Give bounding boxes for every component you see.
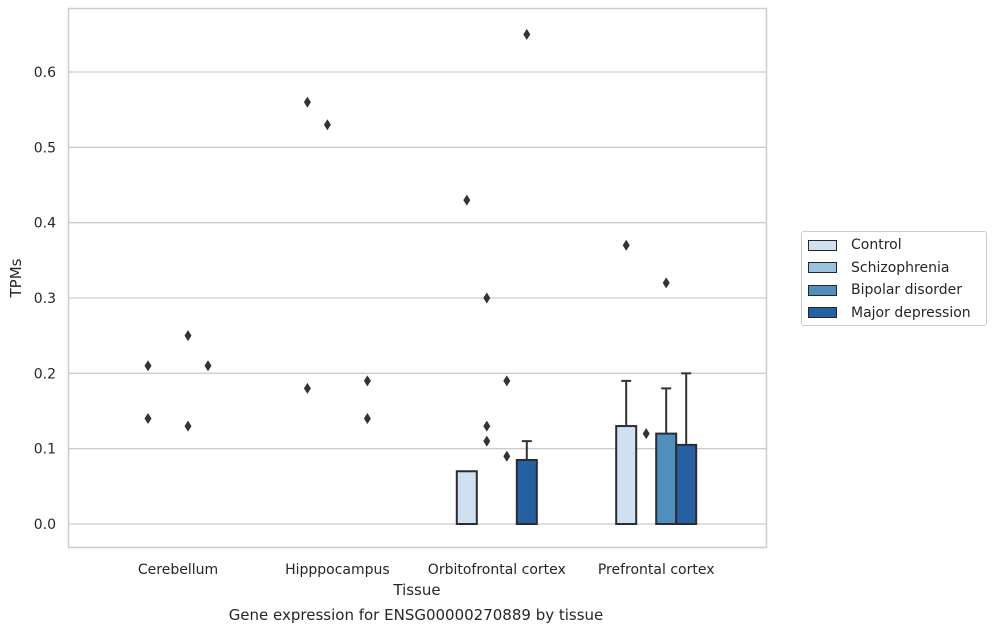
y-tick-label: 0.2	[34, 366, 56, 382]
legend-swatch	[808, 307, 837, 318]
bar	[455, 470, 478, 525]
bar	[515, 458, 538, 526]
x-tick-label: Orbitofrontal cortex	[428, 562, 566, 578]
y-tick-label: 0.5	[34, 140, 56, 156]
outlier-marker	[503, 450, 511, 462]
bar	[615, 425, 638, 526]
outlier-marker	[483, 292, 491, 304]
outlier-marker	[303, 96, 311, 108]
legend-item: Schizophrenia	[808, 258, 949, 278]
y-tick-label: 0.6	[34, 65, 56, 81]
outlier-marker	[184, 420, 192, 432]
outlier-marker	[662, 277, 670, 289]
legend-label: Control	[851, 237, 902, 253]
y-axis-label: TPMs	[7, 258, 25, 298]
outlier-marker	[463, 194, 471, 206]
outlier-marker	[204, 360, 212, 372]
outliers	[144, 28, 670, 462]
outlier-marker	[523, 28, 531, 40]
x-tick-label: Cerebellum	[138, 562, 218, 578]
outlier-marker	[144, 360, 152, 372]
y-tick-label: 0.4	[34, 216, 56, 232]
outlier-marker	[483, 420, 491, 432]
legend-label: Bipolar disorder	[851, 282, 963, 298]
y-tick-label: 0.1	[34, 442, 56, 458]
outlier-marker	[642, 428, 650, 440]
y-tick-label: 0.3	[34, 291, 56, 307]
outlier-marker	[363, 375, 371, 387]
outlier-marker	[483, 435, 491, 447]
bar	[655, 432, 678, 526]
outlier-marker	[503, 375, 511, 387]
gridlines	[68, 71, 766, 525]
outlier-marker	[323, 119, 331, 131]
legend-item: Bipolar disorder	[808, 280, 962, 300]
legend: Control Schizophrenia Bipolar disorder Majo…	[801, 231, 987, 326]
outlier-marker	[303, 382, 311, 394]
bar	[675, 443, 698, 525]
y-tick-labels: 0.0 0.1 0.2 0.3 0.4 0.5 0.6	[34, 65, 56, 533]
y-tick-label: 0.0	[34, 517, 56, 533]
legend-item: Major depression	[808, 303, 971, 323]
legend-item: Control	[808, 235, 902, 255]
x-tick-label: Prefrontal cortex	[598, 562, 715, 578]
outlier-marker	[363, 413, 371, 425]
chart-caption: Gene expression for ENSG00000270889 by t…	[228, 606, 604, 624]
x-tick-label: Hipppocampus	[285, 562, 390, 578]
legend-label: Schizophrenia	[851, 259, 950, 276]
legend-swatch	[808, 262, 837, 273]
x-axis-label: Tissue	[392, 581, 440, 599]
bars	[455, 372, 698, 526]
plot-frame	[67, 7, 768, 549]
outlier-marker	[144, 413, 152, 425]
legend-label: Major depression	[851, 304, 971, 321]
outlier-marker	[622, 239, 630, 251]
outlier-marker	[184, 330, 192, 342]
legend-swatch	[808, 284, 837, 296]
x-tick-labels: Cerebellum Hipppocampus Orbitofrontal cort…	[138, 562, 715, 578]
legend-swatch	[808, 239, 837, 251]
